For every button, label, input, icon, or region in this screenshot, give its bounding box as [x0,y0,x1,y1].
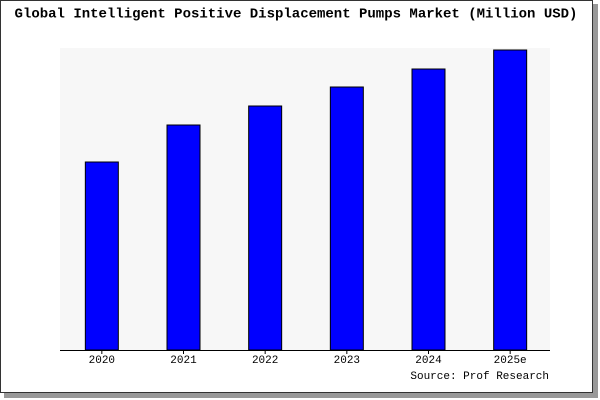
x-tick-label: 2021 [170,355,197,367]
plot-area [60,48,550,350]
bar [84,161,119,351]
x-tick-label: 2023 [334,355,360,367]
source-note: Source: Prof Research [410,371,549,383]
bar [166,124,201,351]
x-tick-label: 2025e [494,355,527,367]
bar [411,68,446,351]
bar [248,105,283,351]
bar [493,49,528,351]
chart-title: Global Intelligent Positive Displacement… [15,7,578,23]
x-tick-label: 2022 [252,355,278,367]
bar [329,86,364,351]
x-tick-label: 2020 [89,355,115,367]
x-tick-label: 2024 [415,355,442,367]
